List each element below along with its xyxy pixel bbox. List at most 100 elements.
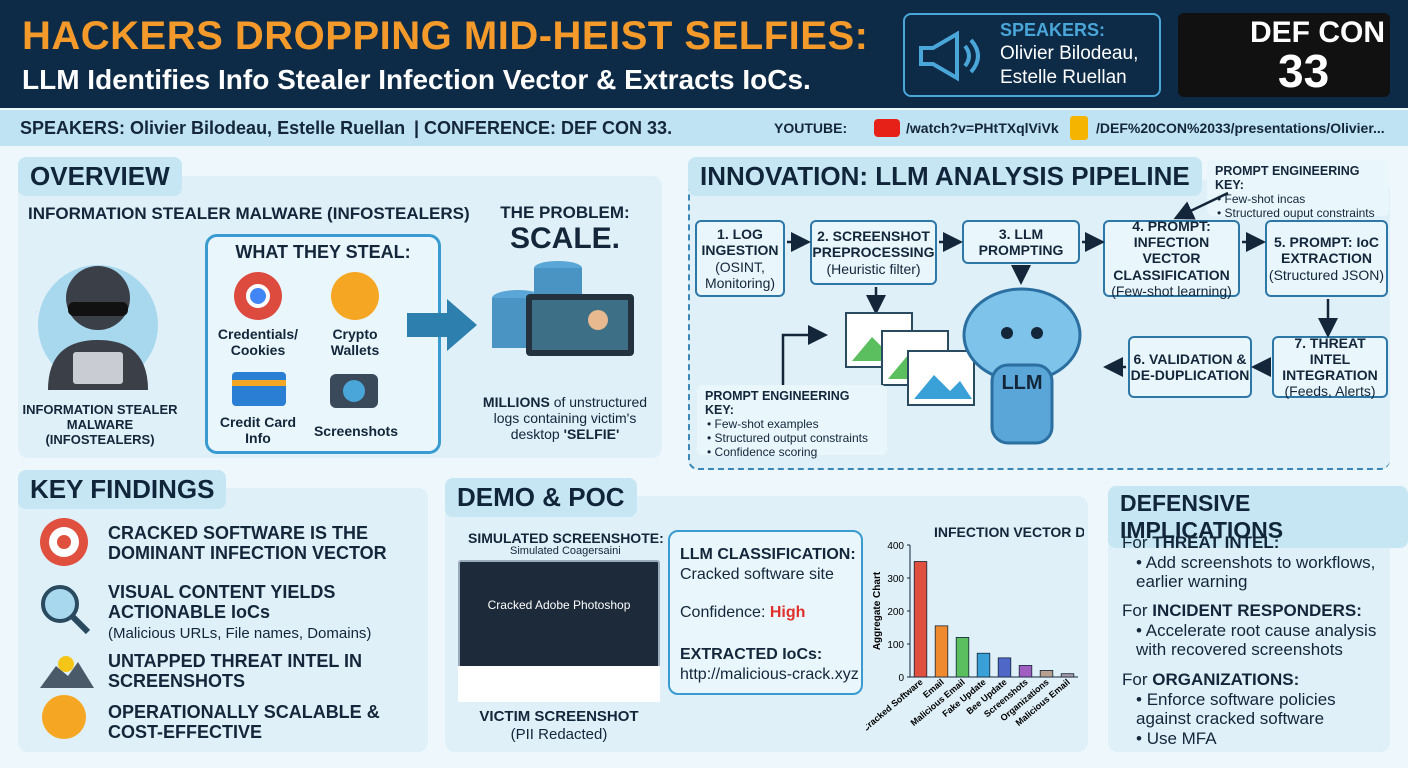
finding: VISUAL CONTENT YIELDS ACTIONABLE IoCs (Ma… <box>108 582 418 642</box>
speakers-label: SPEAKERS: <box>1000 20 1106 40</box>
megaphone-icon <box>919 30 980 82</box>
bar <box>1060 673 1075 678</box>
sim-sub: Simulated Coagersaini <box>510 545 621 557</box>
iocs-label: EXTRACTED IoCs: <box>680 646 823 663</box>
youtube-link[interactable]: /watch?v=PHtTXqlViVk <box>906 120 1059 136</box>
problem-text: MILLIONS of unstructured logs containing… <box>470 394 660 442</box>
key-item-text: Structured ouput constraints <box>1224 206 1375 220</box>
bar <box>997 657 1012 678</box>
badge-number: 33 <box>1278 45 1330 97</box>
steal-item: Screenshots <box>313 423 399 439</box>
steal-item: Credentials/ Cookies <box>217 326 299 358</box>
prompt-key: PROMPT ENGINEERING KEY: • Few-shot incas •… <box>1207 160 1389 220</box>
step-note: (Feeds, Alerts) <box>1284 383 1376 400</box>
defense-item: • Add screenshots to workflows, earlier … <box>1136 552 1376 592</box>
section-heading: DEMO & POC <box>445 478 637 517</box>
steal-item: Crypto Wallets <box>330 326 380 358</box>
section-heading: INNOVATION: LLM ANALYSIS PIPELINE <box>688 157 1202 196</box>
confidence-label: Confidence: <box>680 604 766 621</box>
badge <box>1178 13 1390 97</box>
y-tick-label: 400 <box>887 541 904 552</box>
y-tick-label: 100 <box>887 640 904 651</box>
confidence-value: High <box>769 604 806 621</box>
step-title: 7. THREAT INTEL INTEGRATION <box>1282 334 1378 383</box>
key-item-text: Confidence scoring <box>714 445 818 459</box>
bar <box>1018 665 1033 678</box>
step-title: 2. SCREENSHOT PREPROCESSING <box>812 228 935 261</box>
defense-group: For THREAT INTEL: • Add screenshots to wo… <box>1122 533 1382 592</box>
finding-title: CRACKED SOFTWARE IS THE DOMINANT INFECTI… <box>108 523 387 563</box>
step-note: (Few-shot learning) <box>1111 282 1232 299</box>
servers-laptop <box>492 261 634 356</box>
bar <box>934 625 949 678</box>
y-axis-label: Aggregate Chart <box>872 571 883 650</box>
steal-title: WHAT THEY STEAL: <box>235 242 411 262</box>
key-item-text: Few-shot examples <box>714 417 819 431</box>
figure-caption: INFORMATION STEALER MALWARE (INFOSTEALER… <box>22 402 178 447</box>
steal-item: Credit Card Info <box>219 414 297 446</box>
title: HACKERS DROPPING MID-HEIST SELFIES: <box>22 14 869 58</box>
speaker: Olivier Bilodeau, <box>1000 43 1139 64</box>
finding: UNTAPPED THREAT INTEL IN SCREENSHOTS <box>108 651 418 692</box>
defense-group: For ORGANIZATIONS: • Enforce software pol… <box>1122 670 1382 748</box>
info-bar <box>0 110 1408 146</box>
chart: INFECTION VECTOR DISTRIBUTION Aggregate C… <box>866 525 1084 733</box>
classification-label: LLM CLASSIFICATION: <box>680 546 856 563</box>
info-conference: | CONFERENCE: DEF CON 33. <box>414 118 673 138</box>
slides-link[interactable]: /DEF%20CON%2033/presentations/Olivier... <box>1096 120 1385 136</box>
steal-box <box>205 234 441 454</box>
pipeline-step: 3. LLM PROMPTING <box>962 220 1080 264</box>
youtube-label: YOUTUBE: <box>774 120 848 136</box>
classification: Cracked software site <box>680 566 834 583</box>
finding: CRACKED SOFTWARE IS THE DOMINANT INFECTI… <box>108 523 418 564</box>
ioc: http://malicious-crack.xyz <box>680 666 859 683</box>
bar <box>955 637 970 678</box>
bar <box>976 652 991 678</box>
defense-item: • Accelerate root cause analysis with re… <box>1136 620 1377 660</box>
section-heading: DEFENSIVE IMPLICATIONS <box>1108 486 1408 548</box>
key-item-text: Few-shot incas <box>1224 192 1306 206</box>
pipeline-arrows <box>781 191 1338 385</box>
screenshot-title: Cracked Adobe Photoshop <box>487 598 631 612</box>
pipeline-step: 2. SCREENSHOT PREPROCESSING (Heuristic fi… <box>810 220 937 285</box>
defense-audience: ORGANIZATIONS: <box>1152 670 1300 689</box>
confidence: Confidence: High <box>680 604 805 622</box>
finding-title: UNTAPPED THREAT INTEL IN SCREENSHOTS <box>108 651 363 691</box>
chart-title: INFECTION VECTOR DISTRIBUTION <box>934 525 1084 540</box>
info-speakers: SPEAKERS: Olivier Bilodeau, Estelle Ruel… <box>20 118 406 138</box>
defense-item-text: Enforce software policies against cracke… <box>1136 689 1336 729</box>
step-title: 6. VALIDATION & DE-DUPLICATION <box>1130 350 1250 383</box>
step-title: 4. PROMPT: INFECTION VECTOR CLASSIFICATI… <box>1113 218 1230 283</box>
problem-label: THE PROBLEM: <box>500 203 630 222</box>
key-item-text: Structured output constraints <box>714 431 868 445</box>
defense-item: • Enforce software policies against crac… <box>1136 689 1336 729</box>
step-note: (Structured JSON) <box>1268 266 1385 283</box>
pipeline-step: 7. THREAT INTEL INTEGRATION (Feeds, Alert… <box>1272 334 1388 400</box>
subtitle: LLM Identifies Info Stealer Infection Ve… <box>22 64 811 95</box>
pipeline-step: 6. VALIDATION & DE-DUPLICATION <box>1128 336 1252 398</box>
step-title: 1. LOG INGESTION <box>701 226 779 259</box>
problem-body: of unstructured logs containing victim's… <box>493 394 648 443</box>
step-note: (OSINT, Monitoring) <box>704 258 776 291</box>
key-item: • Structured output constraints <box>707 431 868 445</box>
pipeline-step: 5. PROMPT: IoC EXTRACTION (Structured JSO… <box>1265 220 1388 297</box>
youtube-icon <box>874 119 900 137</box>
overview-subheading: INFORMATION STEALER MALWARE (INFOSTEALER… <box>28 204 470 223</box>
key-item: • Few-shot incas <box>1217 192 1306 206</box>
prompt-key: PROMPT ENGINEERING KEY: • Few-shot exampl… <box>697 385 887 459</box>
defense-prefix: For <box>1122 601 1148 620</box>
step-note: (Heuristic filter) <box>826 260 921 277</box>
screenshot-caption: VICTIM SCREENSHOT <box>479 708 639 725</box>
bar <box>913 561 928 678</box>
defense-prefix: For <box>1122 533 1148 552</box>
step-title: 5. PROMPT: IoC EXTRACTION <box>1273 234 1379 267</box>
key-item: • Confidence scoring <box>707 445 818 459</box>
defense-group: For INCIDENT RESPONDERS: • Accelerate roo… <box>1122 601 1382 660</box>
finding-icons <box>40 518 94 739</box>
problem-strong: MILLIONS <box>482 394 550 410</box>
defense-item-text: Add screenshots to workflows, earlier wa… <box>1136 552 1376 592</box>
findings-panel <box>18 488 428 752</box>
llm-output <box>668 530 863 695</box>
defense-prefix: For <box>1122 670 1148 689</box>
